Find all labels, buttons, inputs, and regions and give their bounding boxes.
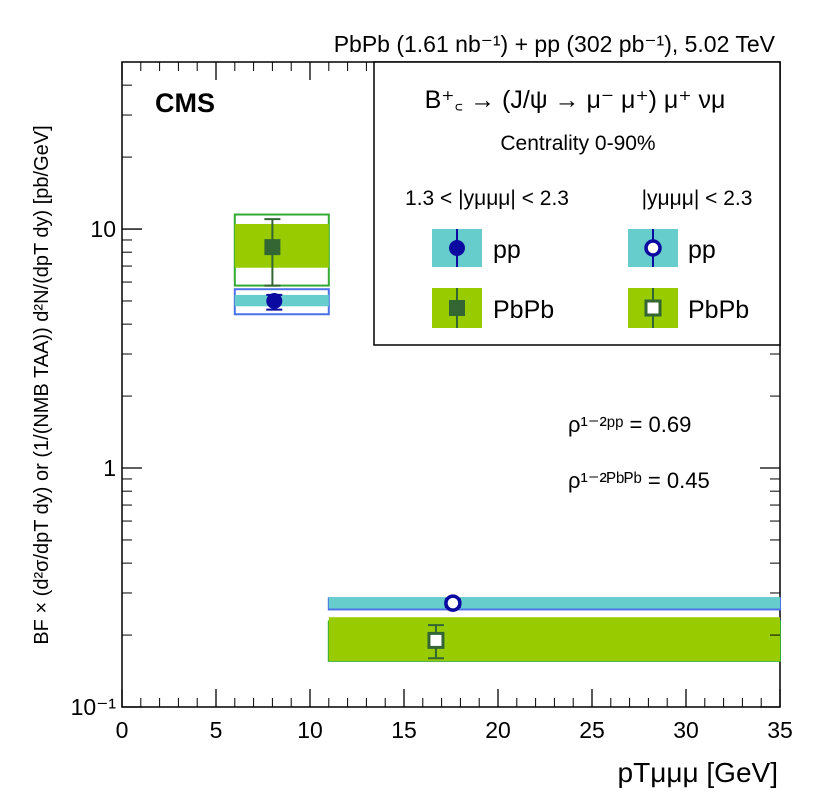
legend-pp-label-2: pp <box>688 236 716 264</box>
legend-pbpb-marker-1 <box>449 300 465 316</box>
legend: B⁺꜀ → (J/ψ → μ⁻ μ⁺) μ⁺ νμ Centrality 0-9… <box>373 61 781 346</box>
x-tick-label: 15 <box>391 717 417 743</box>
x-tick-label: 10 <box>297 717 323 743</box>
lumi-header: PbPb (1.61 nb⁻¹) + pp (302 pb⁻¹), 5.02 T… <box>334 31 776 57</box>
data-point-pp-filled <box>266 292 283 309</box>
data-layer <box>233 213 781 662</box>
rho-pbpb-annotation: ρ¹⁻²ᴾᵇᴾᵇ = 0.45 <box>568 468 710 493</box>
x-tick-label: 35 <box>767 717 793 743</box>
x-tick-label: 20 <box>485 717 511 743</box>
legend-pbpb-label-1: PbPb <box>493 296 554 324</box>
sys-box <box>328 617 780 661</box>
legend-centrality: Centrality 0-90% <box>500 132 655 155</box>
legend-pbpb-label-2: PbPb <box>688 296 749 324</box>
y-tick-label: 10 <box>90 216 116 242</box>
x-tick-label: 25 <box>579 717 605 743</box>
x-tick-label: 0 <box>116 717 129 743</box>
cms-label: CMS <box>155 88 215 118</box>
legend-decay: B⁺꜀ → (J/ψ → μ⁻ μ⁺) μ⁺ νμ <box>425 86 726 114</box>
y-tick-label: 10⁻¹ <box>71 694 117 720</box>
x-tick-label: 5 <box>210 717 223 743</box>
y-axis-title: BF × (d²σ/dpT dy) or (1/(NMB TAA)) d²N/(… <box>31 125 53 644</box>
legend-pp-marker-1 <box>449 240 465 256</box>
legend-col1-header: 1.3 < |yμμμ| < 2.3 <box>405 187 569 210</box>
data-point-pbpb-filled <box>264 239 281 256</box>
legend-col2-header: |yμμμ| < 2.3 <box>642 187 753 210</box>
x-axis-title: pTμμμ [GeV] <box>618 757 778 788</box>
data-point-pbpb-open <box>427 631 445 649</box>
sys-box <box>328 597 780 609</box>
sys-box <box>234 223 329 268</box>
legend-pp-label-1: pp <box>493 236 521 264</box>
rho-pp-annotation: ρ¹⁻²ᵖᵖ = 0.69 <box>568 412 691 437</box>
y-tick-label: 1 <box>103 455 116 481</box>
data-point-pp-open <box>444 594 462 612</box>
legend-pbpb-marker-2 <box>644 299 662 317</box>
legend-pp-marker-2 <box>644 239 662 257</box>
x-tick-label: 30 <box>673 717 699 743</box>
